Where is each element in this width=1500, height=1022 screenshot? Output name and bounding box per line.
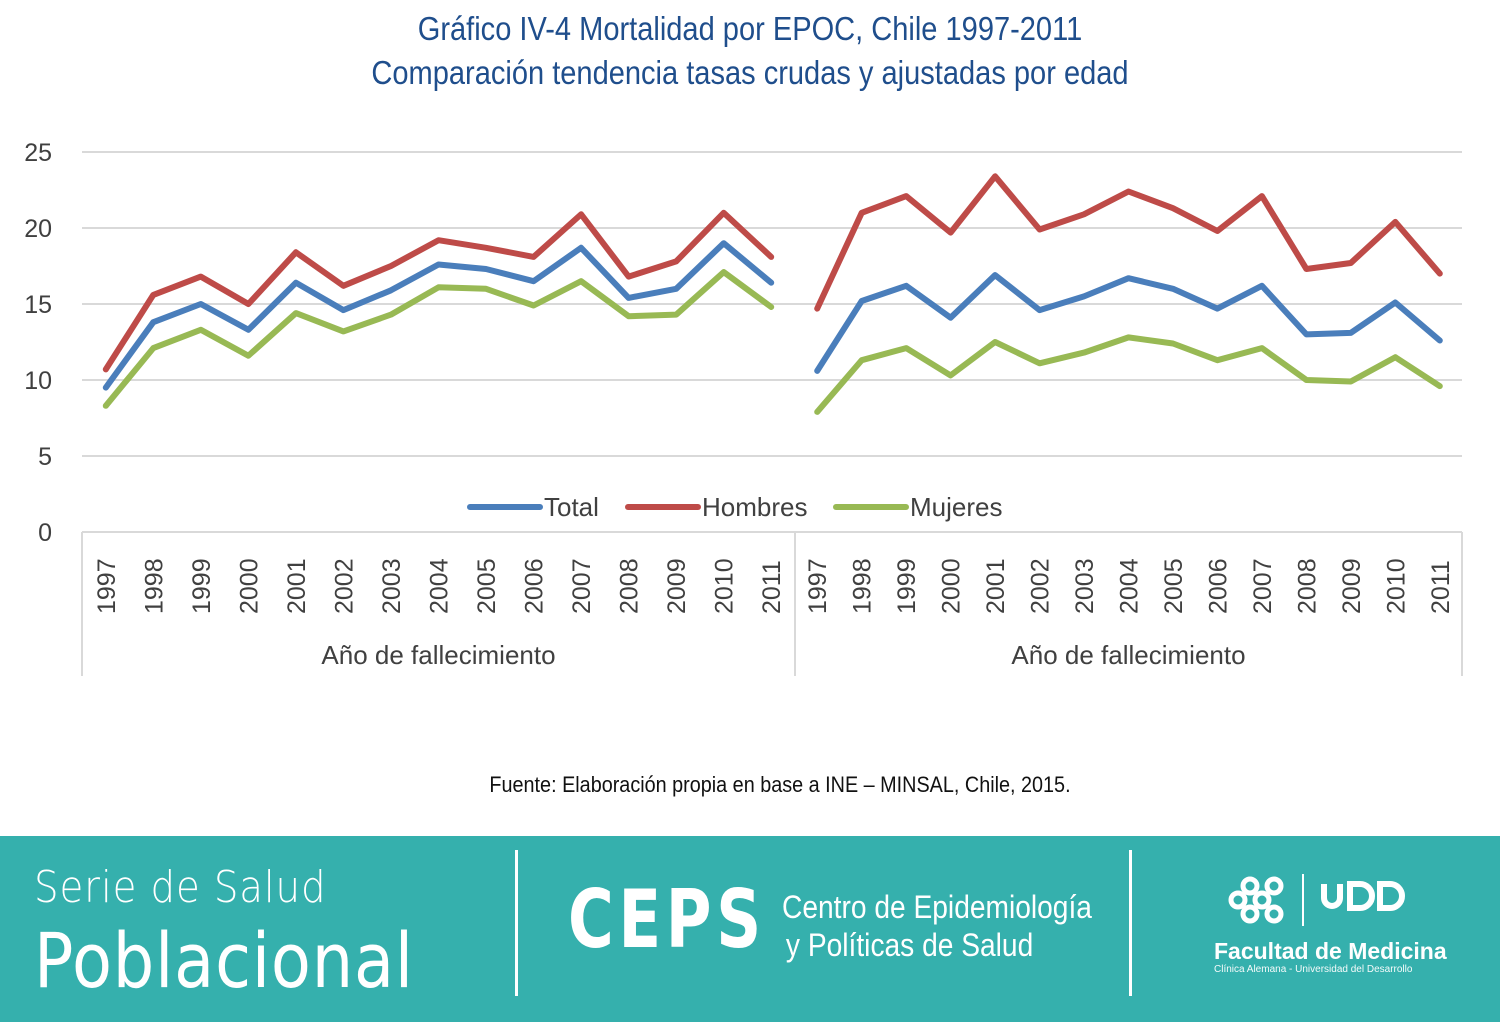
x-tick-label: 2003 [1071,558,1099,614]
serie-title-line1: Serie de Salud [34,862,327,913]
category-axis: 1997 1998 1999 2000 2001 2002 2003 2004 2005 2006… [81,532,1463,676]
source-note: Fuente: Elaboración propia en base a INE… [489,772,1071,797]
series-line-hombres [814,173,1443,312]
facultad-label: Facultad de Medicina [1214,938,1447,964]
legend-label: Total [544,492,599,522]
line-chart: 0 5 10 15 20 25 1997 1998 1999 2000 2001 2002 2003 2… [24,139,1463,676]
x-tick-label: 2000 [938,558,966,614]
x-tick-label: 2011 [758,560,786,614]
ceps-name-line1: Centro de Epidemiología [782,889,1092,925]
x-tick-label: 2006 [1204,558,1232,614]
footer-divider [515,850,518,996]
ceps-name-line2: y Políticas de Salud [785,927,1034,963]
x-tick-label: 2002 [1027,558,1055,614]
y-axis-ticks: 0 5 10 15 20 25 [24,139,52,547]
x-tick-label: 2008 [1293,558,1321,614]
legend: Total Hombres Mujeres [467,492,1002,522]
legend-label: Mujeres [910,492,1002,522]
x-tick-label: 2005 [1160,558,1188,614]
facultad-sublabel: Clínica Alemana - Universidad del Desarr… [1214,964,1413,975]
x-tick-label: 2004 [426,558,454,614]
x-tick-label: 1998 [849,558,877,614]
udd-logo [1228,872,1418,933]
x-tick-label: 2008 [616,558,644,614]
gridlines [82,151,1462,533]
y-tick-label: 20 [24,215,52,243]
x-tick-label: 1999 [188,558,216,614]
x-tick-label: 2003 [378,558,406,614]
series-line-hombres [102,209,775,373]
x-tick-label: 1998 [140,558,168,614]
x-tick-label: 2004 [1116,558,1144,614]
x-tick-label: 1999 [893,558,921,614]
series-line-mujeres [814,334,1443,415]
x-tick-label: 2005 [473,558,501,614]
chart-subtitle: Comparación tendencia tasas crudas y aju… [371,54,1129,91]
y-tick-label: 25 [24,139,52,167]
series-line-total [814,272,1443,374]
x-tick-label: 2000 [235,558,263,614]
x-tick-label: 2010 [711,558,739,614]
x-tick-label: 2009 [1338,558,1366,614]
x-axis-title: Año de fallecimiento [1011,640,1245,670]
x-tick-label: 2001 [283,558,311,614]
series-line-mujeres [102,269,775,409]
x-tick-label: 2011 [1427,560,1455,614]
y-tick-label: 0 [38,519,52,547]
ceps-full-name: Centro de Epidemiología y Políticas de S… [782,888,1092,964]
x-tick-label: 2002 [330,558,358,614]
x-tick-label: 2007 [568,558,596,614]
x-tick-label: 2001 [982,558,1010,614]
chart-title: Gráfico IV-4 Mortalidad por EPOC, Chile … [417,10,1083,47]
ceps-logo-text: CEPS [568,873,766,966]
legend-label: Hombres [702,492,807,522]
x-tick-label: 1997 [804,558,832,614]
x-tick-label: 2006 [521,558,549,614]
footer-divider [1129,850,1132,996]
serie-title-line2: Poblacional [34,916,414,1005]
series-lines [102,173,1443,415]
x-tick-label: 1997 [93,558,121,614]
x-tick-label: 2010 [1382,558,1410,614]
x-tick-label: 2009 [663,558,691,614]
footer-banner: Serie de Salud Poblacional CEPS Centro d… [0,836,1500,1022]
y-tick-label: 10 [24,367,52,395]
y-tick-label: 5 [38,443,52,471]
series-line-total [102,240,775,391]
x-tick-label: 2007 [1249,558,1277,614]
x-axis-title: Año de fallecimiento [321,640,555,670]
udd-emblem-icon [1228,874,1405,926]
y-tick-label: 15 [24,291,52,319]
